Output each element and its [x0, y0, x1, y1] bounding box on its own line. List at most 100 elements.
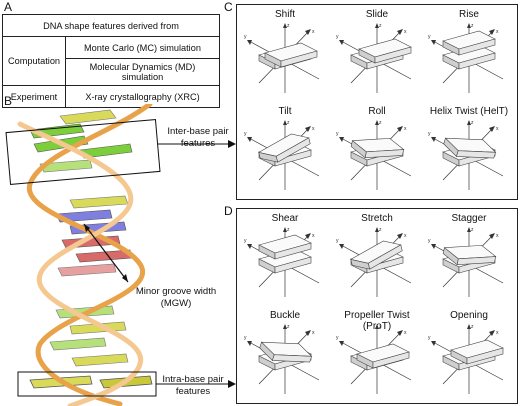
- intra-feature-cell: Stretch z x y: [331, 209, 423, 303]
- intra-feature-cell: Opening z x y: [423, 306, 515, 400]
- z-axis-label: z: [471, 324, 474, 330]
- inter-base-label-line1: Inter-base pair: [167, 126, 229, 137]
- x-arrow: [397, 233, 403, 239]
- y-axis-label: y: [336, 34, 339, 40]
- y-arrow: [431, 341, 436, 346]
- x-axis-label: x: [404, 233, 407, 239]
- mgw-annotation: Minor groove width (MGW): [126, 286, 226, 310]
- z-arrow: [283, 324, 287, 329]
- z-arrow: [467, 120, 471, 125]
- x-axis-label: x: [312, 233, 315, 239]
- slab-top: [259, 341, 313, 363]
- inter-base-annotation: Inter-base pair features: [158, 126, 238, 150]
- y-arrow: [339, 341, 344, 346]
- z-axis-label: z: [287, 120, 290, 126]
- z-axis-label: z: [287, 23, 290, 29]
- y-arrow: [247, 341, 252, 346]
- z-arrow: [467, 23, 471, 28]
- inter-feature-label: Rise: [458, 9, 479, 20]
- data-source-table: DNA shape features derived from Computat…: [2, 14, 220, 108]
- intra-feature-cell: Propeller Twist (ProT)zxy: [331, 306, 423, 400]
- slab-top: [443, 137, 497, 159]
- inter-feature-label: Shift: [274, 9, 295, 20]
- x-axis-label: x: [404, 330, 407, 336]
- intra-feature-label: Shear: [271, 213, 299, 224]
- z-arrow: [375, 227, 379, 232]
- x-arrow: [489, 29, 495, 35]
- y-axis-label: y: [244, 238, 247, 244]
- intra-base-label-line2: features: [175, 386, 211, 397]
- z-arrow: [375, 120, 379, 125]
- y-axis-label: y: [428, 238, 431, 244]
- inter-base-selection-box: [5, 119, 161, 185]
- inter-feature-cell: Slide z x y: [331, 5, 423, 99]
- x-axis-label: x: [312, 330, 315, 336]
- inter-leader-arrow: [158, 140, 236, 148]
- z-arrow: [467, 227, 471, 232]
- x-arrow: [397, 330, 403, 336]
- table-source-cell: Monte Carlo (MC) simulation: [65, 36, 220, 59]
- feature-diagram: z x y: [428, 120, 504, 190]
- x-axis-label: x: [404, 126, 407, 132]
- z-axis-label: z: [379, 227, 382, 233]
- feature-diagram: z x y: [244, 23, 320, 93]
- feature-diagram: z x y: [244, 227, 320, 297]
- y-arrow: [339, 244, 344, 249]
- feature-diagram: z x y: [336, 227, 412, 297]
- table-method-cell: Computation: [2, 36, 66, 86]
- intra-feature-cell: Shear z x y: [239, 209, 331, 303]
- slab-top: [349, 240, 403, 270]
- table-row: Molecular Dynamics (MD) simulation: [3, 58, 220, 86]
- panel-letter-a: A: [4, 0, 13, 14]
- z-axis-label: z: [471, 227, 474, 233]
- intra-base-label-line1: Intra-base pair: [162, 374, 224, 385]
- inter-feature-cell: Shift z x y: [239, 5, 331, 99]
- slab-top: [258, 234, 312, 260]
- x-arrow: [489, 126, 495, 132]
- intra-feature-label: Opening: [450, 310, 488, 321]
- slab-top: [442, 245, 497, 266]
- x-arrow: [305, 126, 311, 132]
- x-arrow: [305, 330, 311, 336]
- y-axis-label: y: [336, 131, 339, 137]
- panel-letter-d: D: [224, 204, 233, 218]
- slab-top: [264, 42, 318, 68]
- inter-feature-label: Slide: [365, 9, 389, 20]
- inter-base-features-panel: Shift z x y Slide z x y Rise z x y Tilt z x y Roll z x y Hel…: [236, 4, 518, 200]
- x-arrow: [489, 330, 495, 336]
- inter-base-label-line2: features: [180, 138, 216, 149]
- y-axis-label: y: [244, 131, 247, 137]
- inter-feature-label: Tilt: [278, 106, 292, 117]
- y-arrow: [247, 40, 252, 45]
- y-arrow: [431, 137, 436, 142]
- x-arrow: [397, 29, 403, 35]
- backbone-strand-2: [17, 121, 143, 406]
- feature-diagram: z x y: [336, 23, 412, 93]
- y-axis-label: y: [244, 34, 247, 40]
- feature-diagram: z x y: [428, 23, 504, 93]
- slab-top: [358, 38, 412, 64]
- mgw-label-line2: (MGW): [160, 298, 192, 309]
- feature-diagram: z x y: [336, 324, 412, 394]
- z-axis-label: z: [287, 227, 290, 233]
- z-axis-label: z: [287, 324, 290, 330]
- x-axis-label: x: [312, 29, 315, 35]
- intra-feature-label: Stretch: [361, 213, 393, 224]
- x-arrow: [489, 233, 495, 239]
- inter-feature-cell: Roll z x y: [331, 102, 423, 196]
- intra-feature-label: Buckle: [269, 310, 300, 321]
- inter-feature-label: Helix Twist (HelT): [429, 106, 509, 117]
- slab-top: [350, 138, 405, 159]
- y-arrow: [339, 137, 344, 142]
- z-arrow: [375, 23, 379, 28]
- feature-diagram: z x y: [244, 324, 320, 394]
- y-arrow: [247, 244, 252, 249]
- x-axis-label: x: [496, 29, 499, 35]
- intra-feature-cell: Buckle z x y: [239, 306, 331, 400]
- slab-bottom: [442, 44, 496, 70]
- x-axis-label: x: [312, 126, 315, 132]
- backbone-strand-1: [26, 104, 153, 406]
- z-axis-label: z: [379, 324, 382, 330]
- x-axis-label: x: [404, 29, 407, 35]
- panel-letter-c: C: [224, 0, 233, 14]
